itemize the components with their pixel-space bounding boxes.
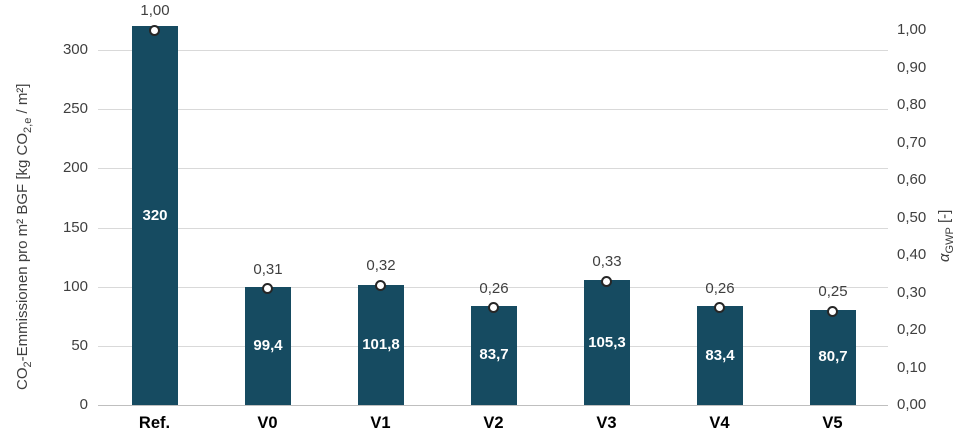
category-label: V2	[483, 414, 504, 432]
alpha-marker	[601, 276, 612, 287]
alpha-marker-label: 0,26	[479, 280, 509, 297]
left-tick-label: 50	[71, 337, 88, 354]
bar	[697, 306, 743, 405]
alpha-marker-label: 0,26	[705, 280, 735, 297]
category-label: V4	[709, 414, 730, 432]
grid-line	[98, 50, 888, 51]
alpha-marker-label: 1,00	[140, 2, 170, 19]
category-label: Ref.	[138, 414, 171, 432]
bar	[245, 287, 291, 405]
right-tick-label: 0,00	[897, 396, 927, 413]
right-tick-label: 0,10	[897, 359, 927, 376]
right-tick-label: 1,00	[897, 21, 927, 38]
bar	[132, 26, 178, 405]
left-axis-title-text: -Emmissionen pro m² BGF [kg CO	[14, 132, 31, 362]
bar-value-label: 320	[142, 207, 168, 224]
left-axis-title-sub: 2,e	[22, 117, 34, 133]
x-axis-line	[98, 405, 888, 406]
category-label: V5	[822, 414, 843, 432]
bar-value-label: 83,4	[705, 347, 735, 364]
right-tick-label: 0,80	[897, 96, 927, 113]
left-tick-label: 200	[62, 159, 88, 176]
right-tick-label: 0,20	[897, 321, 927, 338]
grid-line	[98, 168, 888, 169]
bar	[471, 306, 517, 405]
alpha-marker	[375, 280, 386, 291]
right-tick-label: 0,90	[897, 59, 927, 76]
bar-value-label: 105,3	[588, 334, 626, 351]
alpha-marker-label: 0,33	[592, 253, 622, 270]
bar-value-label: 101,8	[362, 336, 400, 353]
left-tick-label: 150	[62, 219, 88, 236]
right-tick-label: 0,60	[897, 171, 927, 188]
bar-value-label: 99,4	[253, 337, 283, 354]
category-label: V3	[596, 414, 617, 432]
alpha-marker	[714, 302, 725, 313]
bar	[358, 285, 404, 405]
right-tick-label: 0,40	[897, 246, 927, 263]
bar	[810, 310, 856, 405]
alpha-marker	[827, 306, 838, 317]
grid-line	[98, 228, 888, 229]
right-tick-label: 0,30	[897, 284, 927, 301]
right-tick-label: 0,50	[897, 209, 927, 226]
category-label: V1	[370, 414, 391, 432]
alpha-marker-label: 0,25	[818, 283, 848, 300]
left-axis-title-text: CO	[14, 367, 31, 391]
bar-value-label: 80,7	[818, 348, 848, 365]
left-tick-label: 0	[79, 396, 88, 413]
grid-line	[98, 287, 888, 288]
alpha-marker-label: 0,32	[366, 257, 396, 274]
alpha-marker-label: 0,31	[253, 261, 283, 278]
left-axis-title-text: / m²]	[14, 83, 31, 118]
category-label: V0	[257, 414, 278, 432]
bar-value-label: 83,7	[479, 346, 509, 363]
right-tick-label: 0,70	[897, 134, 927, 151]
left-tick-label: 300	[62, 41, 88, 58]
alpha-marker	[149, 25, 160, 36]
left-axis-title: CO2-Emmissionen pro m² BGF [kg CO2,e / m…	[14, 84, 34, 390]
left-axis-title-sub: 2	[22, 361, 34, 368]
bar	[584, 280, 630, 405]
alpha-marker	[262, 283, 273, 294]
left-tick-label: 250	[62, 100, 88, 117]
grid-line	[98, 109, 888, 110]
left-tick-label: 100	[62, 278, 88, 295]
alpha-marker	[488, 302, 499, 313]
